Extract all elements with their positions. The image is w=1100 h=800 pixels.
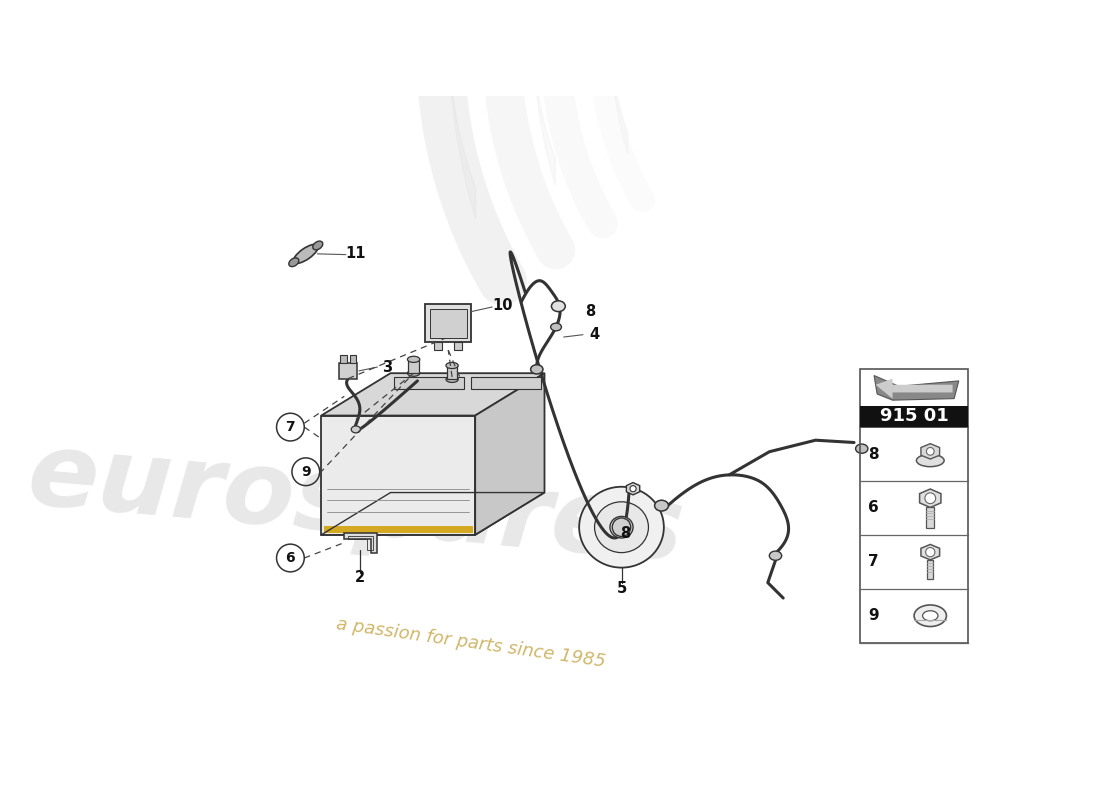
Text: 11: 11 bbox=[345, 246, 366, 262]
Ellipse shape bbox=[289, 258, 299, 266]
Polygon shape bbox=[454, 342, 462, 350]
Polygon shape bbox=[434, 342, 442, 350]
Polygon shape bbox=[321, 373, 544, 415]
Text: 10: 10 bbox=[492, 298, 513, 313]
Polygon shape bbox=[921, 545, 939, 560]
Bar bbox=[926, 507, 934, 528]
Ellipse shape bbox=[914, 605, 946, 626]
Polygon shape bbox=[876, 378, 953, 398]
Ellipse shape bbox=[530, 365, 543, 374]
Text: eurospares: eurospares bbox=[23, 425, 689, 583]
Circle shape bbox=[926, 547, 935, 557]
Text: 8: 8 bbox=[620, 526, 630, 541]
Text: 6: 6 bbox=[286, 551, 295, 565]
Text: 2: 2 bbox=[354, 570, 365, 585]
Ellipse shape bbox=[609, 517, 634, 538]
Polygon shape bbox=[408, 359, 419, 373]
Ellipse shape bbox=[294, 244, 318, 263]
Text: 9: 9 bbox=[301, 465, 310, 478]
Circle shape bbox=[925, 493, 936, 504]
Text: 6: 6 bbox=[868, 501, 879, 515]
Polygon shape bbox=[321, 415, 475, 535]
Ellipse shape bbox=[312, 241, 322, 250]
Text: 5: 5 bbox=[616, 582, 627, 596]
Ellipse shape bbox=[856, 444, 868, 454]
Polygon shape bbox=[626, 482, 640, 495]
Text: 8: 8 bbox=[585, 304, 596, 319]
Circle shape bbox=[926, 447, 934, 455]
Ellipse shape bbox=[594, 502, 649, 553]
Polygon shape bbox=[874, 375, 959, 400]
Text: 7: 7 bbox=[868, 554, 879, 570]
Ellipse shape bbox=[654, 500, 669, 511]
Ellipse shape bbox=[579, 486, 664, 568]
Text: 8: 8 bbox=[868, 446, 879, 462]
Polygon shape bbox=[323, 526, 473, 534]
Polygon shape bbox=[921, 444, 939, 459]
Text: 915 01: 915 01 bbox=[880, 407, 948, 426]
Text: 7: 7 bbox=[286, 420, 295, 434]
Bar bbox=[927, 560, 933, 578]
Polygon shape bbox=[350, 355, 356, 363]
Polygon shape bbox=[341, 355, 346, 363]
Text: 3: 3 bbox=[382, 359, 392, 374]
Circle shape bbox=[630, 486, 636, 492]
Ellipse shape bbox=[407, 356, 420, 362]
Ellipse shape bbox=[769, 551, 782, 560]
Ellipse shape bbox=[446, 362, 459, 369]
Polygon shape bbox=[920, 489, 940, 507]
Polygon shape bbox=[430, 309, 466, 338]
Ellipse shape bbox=[916, 454, 944, 466]
Ellipse shape bbox=[923, 610, 938, 621]
Polygon shape bbox=[425, 304, 472, 342]
Bar bbox=[860, 406, 968, 427]
Polygon shape bbox=[395, 377, 464, 389]
Polygon shape bbox=[472, 377, 541, 389]
Text: 9: 9 bbox=[868, 608, 879, 623]
Polygon shape bbox=[339, 363, 358, 378]
Circle shape bbox=[613, 518, 630, 537]
Ellipse shape bbox=[351, 426, 361, 433]
Text: 4: 4 bbox=[590, 327, 600, 342]
Ellipse shape bbox=[551, 301, 565, 312]
Polygon shape bbox=[344, 533, 376, 553]
Ellipse shape bbox=[551, 323, 561, 331]
Polygon shape bbox=[475, 373, 544, 535]
Text: a passion for parts since 1985: a passion for parts since 1985 bbox=[336, 615, 607, 670]
Bar bbox=[860, 427, 968, 642]
Polygon shape bbox=[447, 366, 458, 379]
Ellipse shape bbox=[446, 376, 459, 382]
Bar bbox=[860, 370, 968, 427]
Ellipse shape bbox=[407, 370, 420, 376]
